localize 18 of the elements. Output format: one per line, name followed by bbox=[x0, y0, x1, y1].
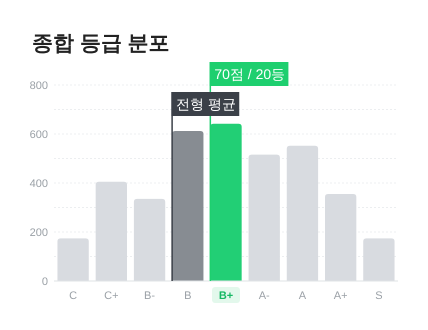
chart-title: 종합 등급 분포 bbox=[32, 32, 170, 55]
y-tick-label: 0 bbox=[42, 276, 48, 288]
ref-line-label: 70점 / 20등 bbox=[214, 66, 286, 82]
y-tick-label: 400 bbox=[30, 178, 48, 190]
x-tick-label: B+ bbox=[218, 290, 234, 302]
x-tick-label: A- bbox=[258, 290, 270, 302]
y-tick-label: 600 bbox=[30, 129, 48, 141]
x-tick-label: A+ bbox=[334, 290, 348, 302]
x-tick-label: B bbox=[184, 290, 192, 302]
x-tick-label: C bbox=[69, 290, 78, 302]
x-tick-label: S bbox=[375, 290, 383, 302]
x-tick-label: A bbox=[298, 290, 307, 302]
x-tick-label: C+ bbox=[104, 290, 119, 302]
bar bbox=[172, 131, 204, 281]
x-tick-label: B- bbox=[144, 290, 156, 302]
y-tick-label: 200 bbox=[30, 227, 48, 239]
y-tick-label: 800 bbox=[30, 80, 48, 92]
ref-line-label: 전형 평균 bbox=[176, 96, 236, 112]
